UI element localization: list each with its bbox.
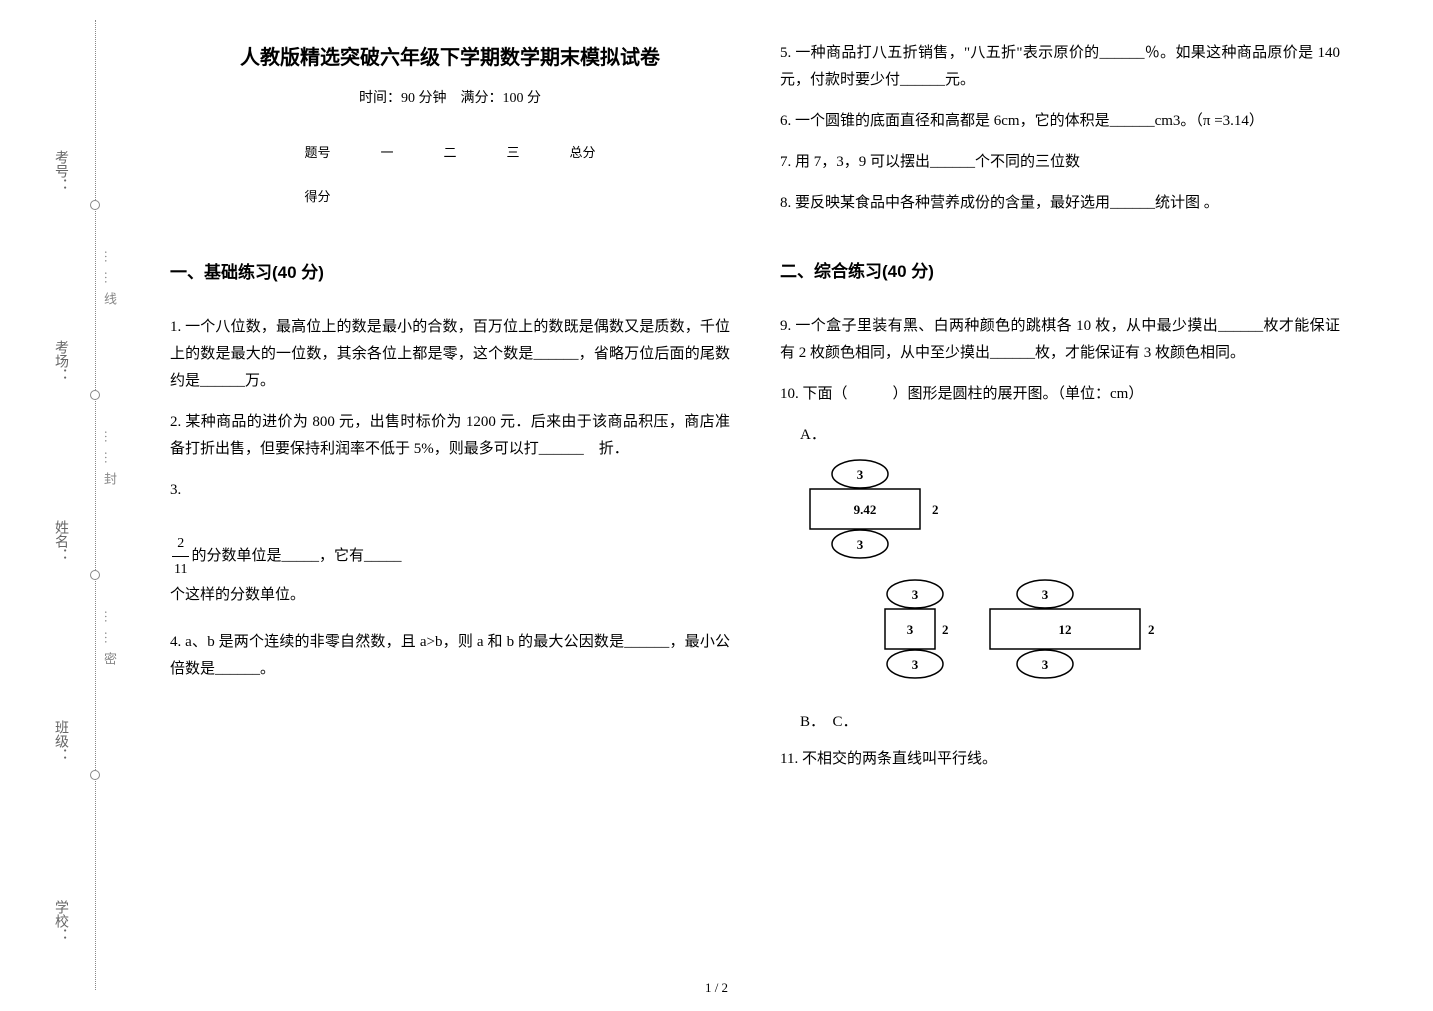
label-mi: ……密 (100, 610, 119, 673)
figA-height: 2 (932, 502, 939, 517)
score-td: 得分 (279, 175, 355, 218)
q3-text-a: 的分数单位是_____，它有_____ (191, 548, 401, 564)
score-th: 二 (418, 131, 481, 174)
question-7: 7. 用 7，3，9 可以摆出______个不同的三位数 (780, 149, 1340, 176)
question-11: 11. 不相交的两条直线叫平行线。 (780, 746, 1340, 773)
option-a-label: A． (800, 422, 1340, 449)
figure-q10: A． 3 9.42 2 3 3 3 2 (800, 422, 1340, 736)
figC-height: 2 (1148, 622, 1155, 637)
fig-c: 3 12 2 3 (990, 580, 1155, 678)
exam-title: 人教版精选突破六年级下学期数学期末模拟试卷 (170, 40, 730, 76)
cylinder-nets-svg: 3 9.42 2 3 3 3 2 3 (800, 449, 1200, 709)
figB-top-label: 3 (912, 587, 919, 602)
label-class: 班级： (50, 720, 70, 762)
binding-margin: 学校： 班级： 姓名： 考场： 考号： ……密 ……封 ……线 (0, 0, 140, 1011)
score-th: 一 (355, 131, 418, 174)
q3-fraction: 2 11 (172, 531, 189, 582)
binding-circle (90, 570, 100, 580)
score-table-header: 题号 一 二 三 总分 (279, 131, 620, 174)
page-content: 人教版精选突破六年级下学期数学期末模拟试卷 时间：90 分钟 满分：100 分 … (170, 40, 1400, 787)
score-th: 总分 (545, 131, 621, 174)
score-table: 题号 一 二 三 总分 得分 (279, 131, 620, 218)
figB-width: 3 (907, 622, 914, 637)
fig-a: 3 9.42 2 3 (810, 460, 939, 558)
q3-prefix: 3. (170, 482, 181, 498)
score-td (482, 175, 545, 218)
left-column: 人教版精选突破六年级下学期数学期末模拟试卷 时间：90 分钟 满分：100 分 … (170, 40, 730, 787)
binding-circle (90, 770, 100, 780)
question-3: 3. 2 11 的分数单位是_____，它有_____ 个这样的分数单位。 (170, 477, 730, 609)
score-table-row: 得分 (279, 175, 620, 218)
figB-bot-label: 3 (912, 657, 919, 672)
label-room: 考场： (50, 340, 70, 382)
label-xian: ……线 (100, 250, 119, 313)
figA-bot-label: 3 (857, 537, 864, 552)
question-1: 1. 一个八位数，最高位上的数是最小的合数，百万位上的数既是偶数又是质数，千位上… (170, 314, 730, 395)
fig-b: 3 3 2 3 (885, 580, 949, 678)
score-th: 三 (482, 131, 545, 174)
page-number: 1 / 2 (0, 980, 1433, 996)
label-seat: 考号： (50, 150, 70, 192)
section-2-title: 二、综合练习(40 分) (780, 257, 1340, 288)
question-4: 4. a、b 是两个连续的非零自然数，且 a>b，则 a 和 b 的最大公因数是… (170, 629, 730, 683)
q3-text-b: 个这样的分数单位。 (170, 587, 305, 603)
score-th: 题号 (279, 131, 355, 174)
question-2: 2. 某种商品的进价为 800 元，出售时标价为 1200 元．后来由于该商品积… (170, 409, 730, 463)
label-feng: ……封 (100, 430, 119, 493)
score-td (418, 175, 481, 218)
binding-circle (90, 390, 100, 400)
fraction-numerator: 2 (172, 531, 189, 557)
question-10: 10. 下面（ ）图形是圆柱的展开图。（单位：cm） (780, 381, 1340, 408)
exam-subtitle: 时间：90 分钟 满分：100 分 (170, 86, 730, 111)
right-column: 5. 一种商品打八五折销售，"八五折"表示原价的______％。如果这种商品原价… (780, 40, 1340, 787)
fraction-denominator: 11 (172, 557, 189, 582)
figB-height: 2 (942, 622, 949, 637)
figC-bot-label: 3 (1042, 657, 1049, 672)
label-name: 姓名： (50, 520, 70, 562)
question-9: 9. 一个盒子里装有黑、白两种颜色的跳棋各 10 枚，从中最少摸出______枚… (780, 313, 1340, 367)
figA-width: 9.42 (854, 502, 877, 517)
score-td (545, 175, 621, 218)
option-bc-label: B． C． (800, 709, 1340, 736)
score-td (355, 175, 418, 218)
binding-dotted-line (95, 20, 96, 990)
figC-top-label: 3 (1042, 587, 1049, 602)
figC-width: 12 (1059, 622, 1072, 637)
binding-circle (90, 200, 100, 210)
label-school: 学校： (50, 900, 70, 942)
question-8: 8. 要反映某食品中各种营养成份的含量，最好选用______统计图 。 (780, 190, 1340, 217)
section-1-title: 一、基础练习(40 分) (170, 258, 730, 289)
question-5: 5. 一种商品打八五折销售，"八五折"表示原价的______％。如果这种商品原价… (780, 40, 1340, 94)
question-6: 6. 一个圆锥的底面直径和高都是 6cm，它的体积是______cm3。（π =… (780, 108, 1340, 135)
figA-top-label: 3 (857, 467, 864, 482)
